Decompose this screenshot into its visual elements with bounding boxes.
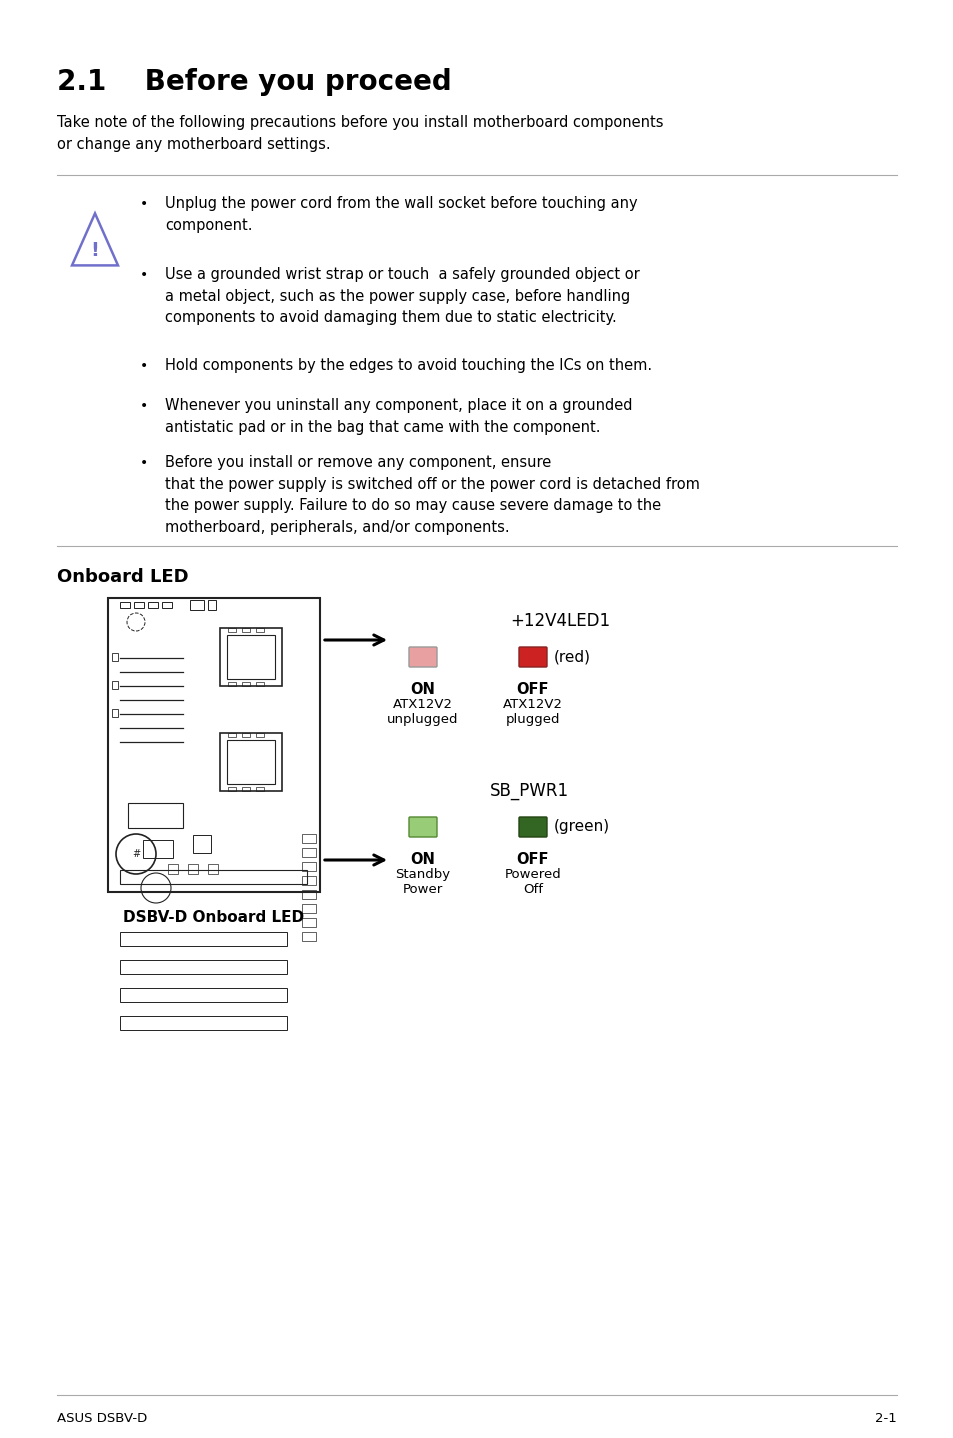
Bar	[112, 709, 118, 718]
Text: •: •	[140, 360, 148, 372]
Bar	[128, 802, 183, 828]
Bar	[120, 1017, 287, 1030]
Text: Standby: Standby	[395, 869, 450, 881]
Text: •: •	[140, 398, 148, 413]
Bar	[112, 682, 118, 689]
Bar	[255, 628, 264, 631]
Text: ASUS DSBV-D: ASUS DSBV-D	[57, 1412, 147, 1425]
Text: 2-1: 2-1	[874, 1412, 896, 1425]
Bar	[148, 603, 158, 608]
Text: (red): (red)	[554, 650, 590, 664]
Text: SB_PWR1: SB_PWR1	[490, 782, 569, 800]
Text: Unplug the power cord from the wall socket before touching any
component.: Unplug the power cord from the wall sock…	[165, 196, 637, 233]
Text: #: #	[132, 848, 140, 858]
Text: ATX12V2: ATX12V2	[393, 697, 453, 710]
Text: Hold components by the edges to avoid touching the ICs on them.: Hold components by the edges to avoid to…	[165, 358, 652, 372]
Bar	[108, 598, 319, 892]
FancyBboxPatch shape	[409, 647, 436, 667]
Text: •: •	[140, 197, 148, 211]
Bar	[208, 600, 215, 610]
Bar	[193, 835, 211, 853]
Bar	[302, 848, 315, 857]
Text: Powered: Powered	[504, 869, 560, 881]
Text: OFF: OFF	[517, 682, 549, 697]
Bar	[220, 733, 282, 791]
Bar	[112, 653, 118, 661]
Text: •: •	[140, 456, 148, 470]
Text: !: !	[91, 240, 99, 259]
Text: 2.1    Before you proceed: 2.1 Before you proceed	[57, 68, 452, 96]
Bar	[120, 870, 307, 884]
Bar	[228, 628, 235, 631]
Bar	[302, 876, 315, 884]
Text: •: •	[140, 267, 148, 282]
Bar	[120, 932, 287, 946]
FancyBboxPatch shape	[518, 647, 546, 667]
Bar	[302, 834, 315, 843]
Bar	[302, 917, 315, 928]
Bar	[143, 840, 172, 858]
Bar	[255, 682, 264, 686]
Text: ON: ON	[410, 851, 435, 867]
Bar	[228, 682, 235, 686]
Bar	[302, 932, 315, 940]
Bar	[227, 636, 274, 679]
Bar	[162, 603, 172, 608]
Bar	[255, 733, 264, 738]
Text: Whenever you uninstall any component, place it on a grounded
antistatic pad or i: Whenever you uninstall any component, pl…	[165, 398, 632, 434]
Bar	[190, 600, 204, 610]
Bar	[242, 733, 250, 738]
Bar	[220, 628, 282, 686]
Text: Power: Power	[402, 883, 442, 896]
Bar	[120, 603, 130, 608]
Text: unplugged: unplugged	[387, 713, 458, 726]
Text: ON: ON	[410, 682, 435, 697]
Text: (green): (green)	[554, 820, 610, 834]
Bar	[120, 988, 287, 1002]
Bar	[208, 864, 218, 874]
Text: OFF: OFF	[517, 851, 549, 867]
Bar	[302, 861, 315, 871]
Text: Onboard LED: Onboard LED	[57, 568, 189, 587]
Bar	[228, 787, 235, 791]
Bar	[228, 733, 235, 738]
Bar	[302, 905, 315, 913]
Bar	[255, 787, 264, 791]
Text: Take note of the following precautions before you install motherboard components: Take note of the following precautions b…	[57, 115, 662, 152]
Text: plugged: plugged	[505, 713, 559, 726]
Text: Before you install or remove any component, ensure
that the power supply is swit: Before you install or remove any compone…	[165, 454, 700, 535]
FancyBboxPatch shape	[518, 817, 546, 837]
Bar	[242, 682, 250, 686]
Text: +12V4LED1: +12V4LED1	[510, 613, 610, 630]
Text: Use a grounded wrist strap or touch  a safely grounded object or
a metal object,: Use a grounded wrist strap or touch a sa…	[165, 267, 639, 325]
Text: ATX12V2: ATX12V2	[502, 697, 562, 710]
FancyBboxPatch shape	[409, 817, 436, 837]
Bar	[133, 603, 144, 608]
Bar	[302, 890, 315, 899]
Bar	[242, 787, 250, 791]
Bar	[227, 741, 274, 784]
Bar	[242, 628, 250, 631]
Text: DSBV-D Onboard LED: DSBV-D Onboard LED	[123, 910, 304, 925]
Text: Off: Off	[522, 883, 542, 896]
Bar	[168, 864, 178, 874]
Bar	[188, 864, 198, 874]
Bar	[120, 961, 287, 974]
